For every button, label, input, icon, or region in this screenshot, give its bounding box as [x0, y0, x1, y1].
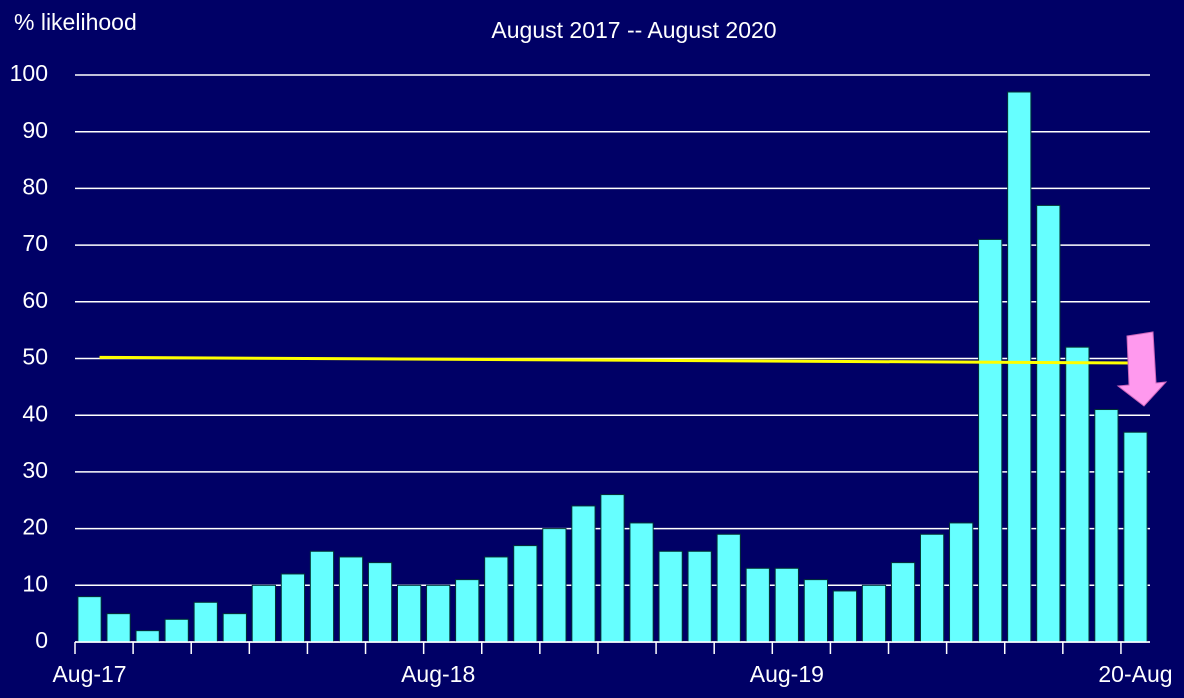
- bar: [280, 573, 306, 643]
- y-tick-label: 20: [22, 514, 48, 540]
- bar: [687, 550, 712, 643]
- bar: [542, 528, 567, 643]
- arrow: [1116, 331, 1168, 407]
- bar: [978, 238, 1003, 643]
- bar: [193, 601, 218, 643]
- x-tick-label: Aug-17: [52, 661, 126, 687]
- bar: [1007, 91, 1032, 643]
- bar: [106, 613, 131, 643]
- bar: [397, 584, 422, 643]
- bar: [832, 590, 858, 643]
- bar: [309, 550, 335, 643]
- bar: [1123, 431, 1148, 643]
- bar: [513, 545, 538, 643]
- bar: [222, 613, 247, 643]
- bar: [629, 522, 654, 643]
- bar: [367, 562, 393, 643]
- y-tick-label: 50: [22, 344, 48, 370]
- bar: [1065, 346, 1090, 643]
- y-tick-label: 60: [22, 287, 48, 313]
- bar: [455, 579, 480, 643]
- plot: 0 10 20 30 40 50 60 70 80 90 100 Aug-17 Aug-18 Aug-19…: [10, 60, 1173, 687]
- bar: [77, 596, 102, 643]
- bar: [949, 522, 974, 643]
- bar: [716, 533, 741, 643]
- trend-line: [99, 355, 1136, 365]
- bar: [890, 562, 916, 643]
- bar: [571, 505, 596, 643]
- y-tick-label: 30: [22, 457, 48, 483]
- bar: [861, 584, 887, 643]
- bar: [803, 579, 829, 643]
- y-tick-label: 80: [22, 173, 48, 199]
- bar: [338, 556, 364, 643]
- bar: [484, 556, 509, 643]
- x-tick-label: Aug-19: [750, 661, 824, 687]
- y-axis-label: % likelihood: [14, 9, 137, 35]
- x-tick-label: 20-Aug: [1098, 661, 1172, 687]
- bar: [745, 567, 770, 643]
- bar: [164, 618, 189, 643]
- bar: [600, 494, 625, 643]
- bar: [774, 567, 799, 643]
- y-tick-label: 40: [22, 400, 48, 426]
- y-tick-label: 100: [10, 60, 48, 86]
- x-tick-label: Aug-18: [401, 661, 475, 687]
- bar: [426, 584, 451, 643]
- bar: [658, 550, 683, 643]
- bar: [1036, 204, 1061, 643]
- bar: [135, 630, 160, 643]
- bar: [251, 584, 276, 643]
- y-tick-label: 0: [35, 627, 48, 653]
- bar: [919, 533, 945, 643]
- y-tick-label: 70: [22, 230, 48, 256]
- chart-title: August 2017 -- August 2020: [491, 17, 776, 43]
- bar: [1094, 409, 1119, 643]
- y-tick-label: 90: [22, 117, 48, 143]
- y-tick-label: 10: [22, 570, 48, 596]
